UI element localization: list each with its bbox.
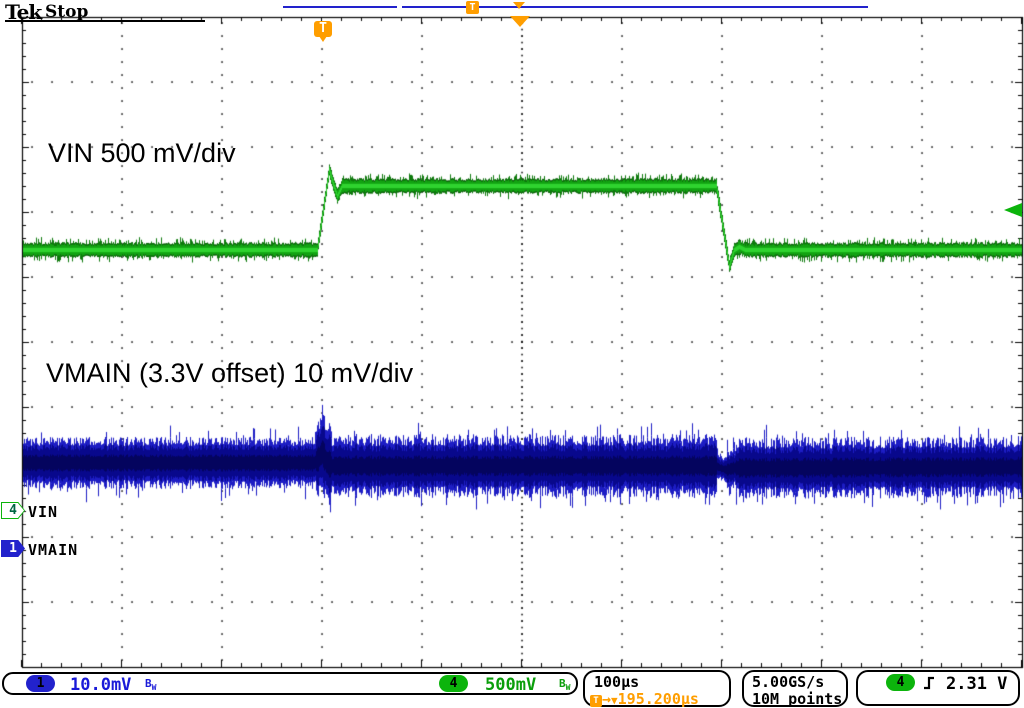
channel1-bandwidth-icon: BW: [145, 677, 157, 693]
trigger-position-flag[interactable]: T: [314, 21, 332, 37]
channel4-scale: 500mV: [485, 675, 537, 695]
channel1-scale: 10.0mV: [70, 675, 132, 695]
trigger-delay-readout: T →▼195.200µs: [590, 690, 699, 708]
channel4-badge[interactable]: 4: [439, 675, 468, 692]
vertical-readout-box[interactable]: 1 10.0mV BW 4 500mV BW: [2, 672, 578, 695]
acquisition-status: Stop: [45, 2, 89, 22]
trigger-readout-box[interactable]: 4 2.31 V: [856, 670, 1020, 706]
channel4-name: VIN: [28, 503, 59, 521]
channel1-marker[interactable]: 1: [1, 540, 25, 557]
trigger-level-readout: 2.31 V: [946, 674, 1008, 694]
trigger-icon: T: [590, 695, 602, 707]
sample-rate-readout: 5.00GS/s: [752, 673, 825, 691]
vin-annotation: VIN 500 mV/div: [48, 138, 236, 168]
channel1-badge[interactable]: 1: [26, 675, 55, 692]
acquisition-readout-box[interactable]: 5.00GS/s 10M points: [742, 670, 848, 708]
channel1-name: VMAIN: [28, 541, 79, 559]
expansion-point-icon: [513, 2, 525, 9]
expansion-point-marker[interactable]: [510, 16, 530, 27]
record-view-gap: [397, 5, 402, 9]
vmain-annotation: VMAIN (3.3V offset) 10 mV/div: [46, 358, 414, 388]
rising-edge-icon: [924, 676, 934, 690]
timebase-readout: 100µs: [594, 673, 640, 691]
record-length-readout: 10M points: [752, 690, 843, 708]
channel4-bandwidth-icon: BW: [559, 677, 571, 693]
record-view-bar: [283, 6, 868, 8]
channel4-marker[interactable]: 4: [1, 502, 25, 519]
channel1-marker-label: 1: [2, 541, 24, 556]
logo-underline: [5, 20, 205, 22]
horizontal-readout-box[interactable]: 100µs T →▼195.200µs: [583, 670, 731, 708]
delay-marker-icon: ▼: [611, 694, 618, 707]
record-trigger-marker: T: [466, 1, 479, 14]
trigger-source-badge: 4: [886, 674, 915, 691]
channel4-marker-label: 4: [2, 503, 24, 518]
trigger-position-flag-tip: [319, 36, 327, 42]
